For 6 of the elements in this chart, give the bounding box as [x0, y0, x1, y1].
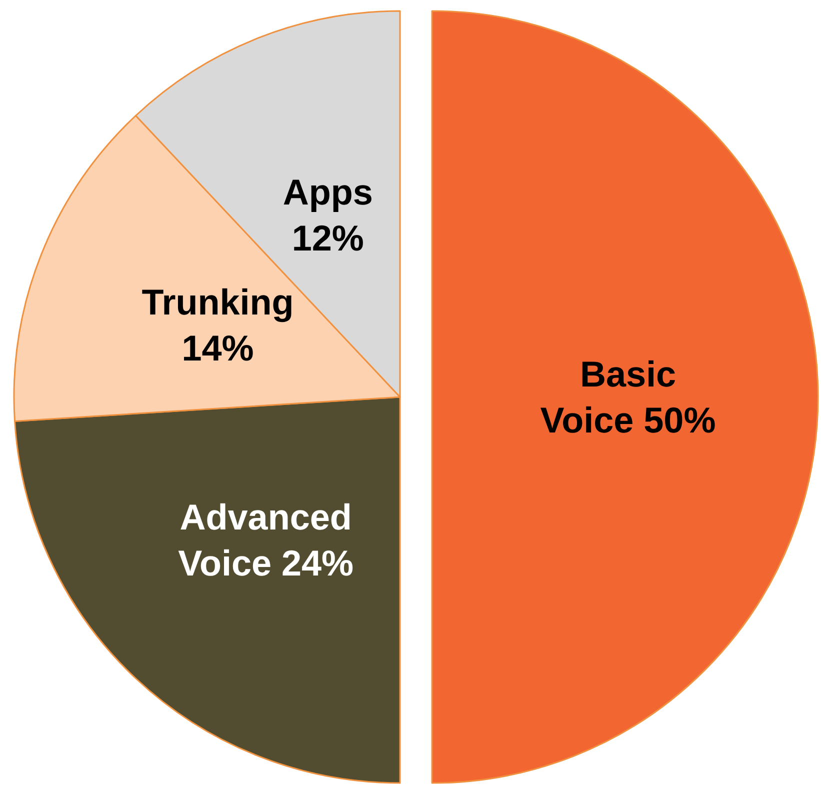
data-label: 14%: [182, 327, 254, 368]
slice-label: Advanced Voice 24%: [178, 496, 354, 584]
data-label: 12%: [292, 217, 364, 258]
slice-label: Trunking: [142, 281, 294, 322]
slice-label: Basic Voice 50%: [540, 354, 716, 440]
slice-label: Apps: [282, 171, 373, 212]
